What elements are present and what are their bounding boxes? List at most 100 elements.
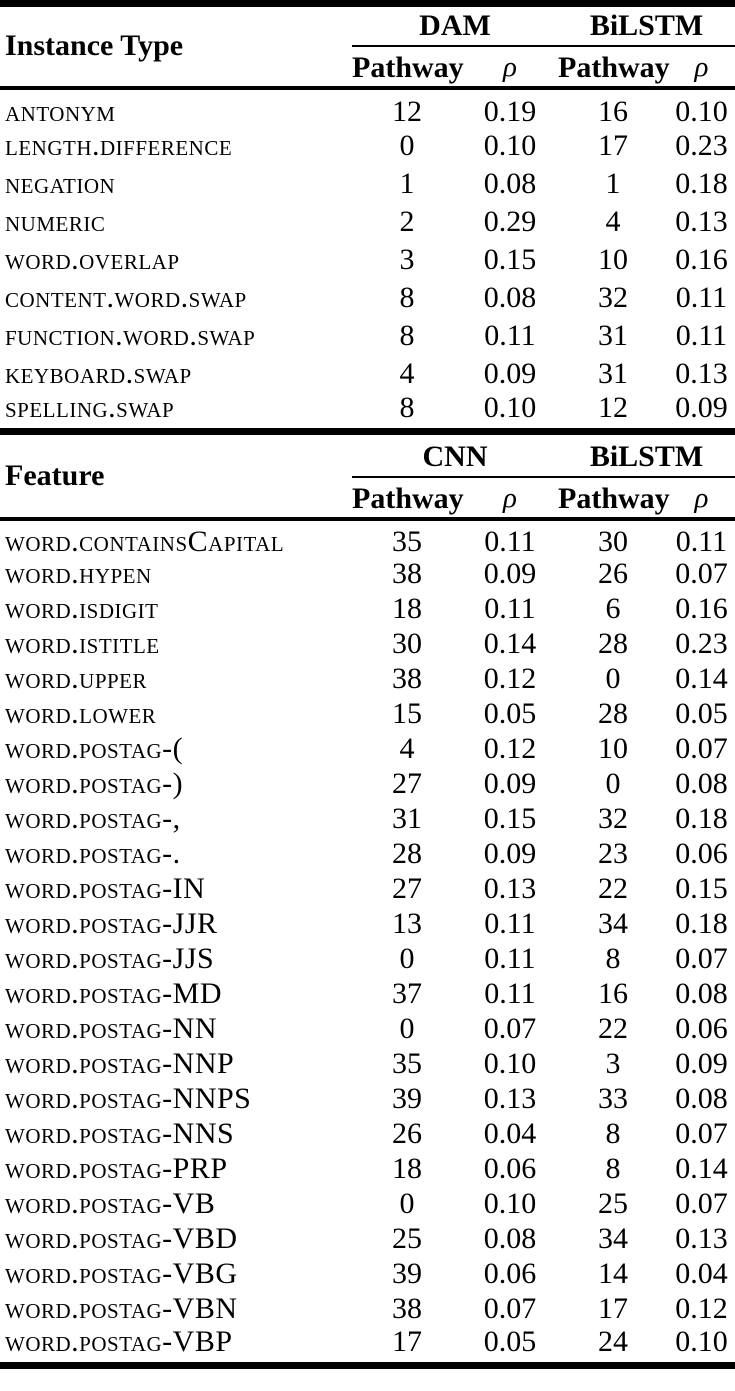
rho-value-right: 0.09 xyxy=(675,1047,728,1080)
rho-value-right: 0.18 xyxy=(675,907,728,940)
rho-value-right: 0.05 xyxy=(675,697,728,730)
row-label: negation xyxy=(5,166,116,200)
rho-value-right: 0.11 xyxy=(675,318,728,352)
pathway-value-left: 8 xyxy=(399,318,415,352)
rho-value-right: 0.16 xyxy=(675,592,728,625)
rho-value-left: 0.12 xyxy=(483,732,537,765)
row-label: word.postag-NNPS xyxy=(5,1082,252,1115)
pathway-value-right: 0 xyxy=(605,662,621,695)
rho-value-left: 0.08 xyxy=(483,280,537,314)
pathway-value-right: 32 xyxy=(598,280,628,314)
pathway-value-left: 38 xyxy=(392,662,422,695)
pathway-value-left: 8 xyxy=(399,390,415,424)
rho-value-right: 0.13 xyxy=(675,356,728,390)
table-row: word.postag-NNS 26 0.04 8 0.07 xyxy=(0,1117,735,1152)
rho-value-right: 0.08 xyxy=(675,1082,728,1115)
rho-value-left: 0.12 xyxy=(483,662,537,695)
pathway-value-left: 2 xyxy=(399,204,415,238)
rho-value-left: 0.06 xyxy=(483,1257,537,1290)
rho-value-left: 0.08 xyxy=(483,166,537,200)
pathway-value-right: 14 xyxy=(598,1257,628,1290)
table-row: word.postag-JJR 13 0.11 34 0.18 xyxy=(0,907,735,942)
pathway-value-left: 35 xyxy=(392,524,422,558)
pathway-value-left: 13 xyxy=(392,907,422,940)
rho-value-right: 0.23 xyxy=(675,128,728,162)
rho-value-left: 0.05 xyxy=(483,697,537,730)
pathway-value-right: 22 xyxy=(598,1012,628,1045)
row-label: word.overlap xyxy=(5,242,180,276)
pathway-value-right: 8 xyxy=(605,942,621,975)
table2-group-cnn: CNN xyxy=(352,434,558,478)
rho-value-right: 0.11 xyxy=(675,524,728,558)
table-row: length.difference 0 0.10 17 0.23 xyxy=(0,127,735,165)
row-label: function.word.swap xyxy=(5,318,256,352)
pathway-value-right: 32 xyxy=(598,802,628,835)
rho-value-right: 0.11 xyxy=(675,280,728,314)
row-label: antonym xyxy=(5,94,116,128)
table-row: content.word.swap 8 0.08 32 0.11 xyxy=(0,279,735,317)
pathway-value-left: 35 xyxy=(392,1047,422,1080)
row-label: word.upper xyxy=(5,662,148,695)
pathway-value-right: 1 xyxy=(605,166,621,200)
table-row: word.postag-VBP 17 0.05 24 0.10 xyxy=(0,1324,735,1366)
pathway-value-right: 31 xyxy=(598,318,628,352)
pathway-value-left: 0 xyxy=(399,128,415,162)
table-row: word.postag-NNPS 39 0.13 33 0.08 xyxy=(0,1082,735,1117)
rho-value-left: 0.13 xyxy=(483,1082,537,1115)
rho-value-right: 0.07 xyxy=(675,557,728,590)
group-header-row: Instance Type DAM BiLSTM xyxy=(0,3,735,90)
table-row: keyboard.swap 4 0.09 31 0.13 xyxy=(0,355,735,393)
row-label: word.lower xyxy=(5,697,157,730)
rho-value-left: 0.15 xyxy=(483,802,537,835)
pathway-value-left: 3 xyxy=(399,242,415,276)
pathway-value-left: 0 xyxy=(399,1012,415,1045)
row-label: word.postag-VBP xyxy=(5,1324,233,1358)
pathway-value-left: 30 xyxy=(392,627,422,660)
rho-value-left: 0.10 xyxy=(483,1187,537,1220)
table-row: word.postag-MD 37 0.11 16 0.08 xyxy=(0,977,735,1012)
row-label: word.postag-VBD xyxy=(5,1222,238,1255)
pathway-value-left: 4 xyxy=(399,732,415,765)
table-row: word.postag-. 28 0.09 23 0.06 xyxy=(0,837,735,872)
pathway-value-right: 28 xyxy=(598,627,628,660)
table1-group-bilstm: BiLSTM xyxy=(558,3,735,47)
pathway-value-left: 27 xyxy=(392,872,422,905)
group-header-row: Feature CNN BiLSTM xyxy=(0,434,735,521)
table-row: word.containsCapital 35 0.11 30 0.11 xyxy=(0,519,735,557)
rho-value-right: 0.07 xyxy=(675,1187,728,1220)
rho-value-left: 0.11 xyxy=(484,318,536,352)
rho-value-left: 0.14 xyxy=(483,627,537,660)
rho-value-right: 0.06 xyxy=(675,1012,728,1045)
table-row: word.upper 38 0.12 0 0.14 xyxy=(0,662,735,697)
pathway-value-right: 22 xyxy=(598,872,628,905)
rho-value-right: 0.08 xyxy=(675,977,728,1010)
pathway-value-right: 25 xyxy=(598,1187,628,1220)
pathway-value-right: 8 xyxy=(605,1117,621,1150)
rho-value-right: 0.07 xyxy=(675,942,728,975)
row-label: word.postag-VB xyxy=(5,1187,216,1220)
row-label: word.isdigit xyxy=(5,592,159,625)
pathway-value-left: 12 xyxy=(392,94,422,128)
pathway-value-left: 31 xyxy=(392,802,422,835)
rho-value-left: 0.10 xyxy=(483,128,537,162)
pathway-value-left: 18 xyxy=(392,592,422,625)
instance-type-table-body: antonym 12 0.19 16 0.10 length.differenc… xyxy=(0,88,735,432)
pathway-value-right: 23 xyxy=(598,837,628,870)
table1-bilstm-rho-header: ρ xyxy=(668,45,735,90)
table2-title: Feature xyxy=(0,434,352,521)
sub-header-row: Pathway ρ Pathway ρ xyxy=(0,45,735,90)
pathway-value-left: 26 xyxy=(392,1117,422,1150)
feature-table-header: Feature CNN BiLSTM Pathway ρ Pathway ρ xyxy=(0,434,735,521)
table-row: word.postag-) 27 0.09 0 0.08 xyxy=(0,767,735,802)
rho-value-left: 0.10 xyxy=(483,1047,537,1080)
pathway-value-left: 18 xyxy=(392,1152,422,1185)
table-row: word.istitle 30 0.14 28 0.23 xyxy=(0,627,735,662)
rho-value-right: 0.16 xyxy=(675,242,728,276)
table-row: word.isdigit 18 0.11 6 0.16 xyxy=(0,592,735,627)
pathway-value-right: 34 xyxy=(598,1222,628,1255)
row-label: word.postag-VBG xyxy=(5,1257,238,1290)
table-row: negation 1 0.08 1 0.18 xyxy=(0,165,735,203)
row-label: word.postag-NNS xyxy=(5,1117,235,1150)
rho-value-right: 0.12 xyxy=(675,1292,728,1325)
